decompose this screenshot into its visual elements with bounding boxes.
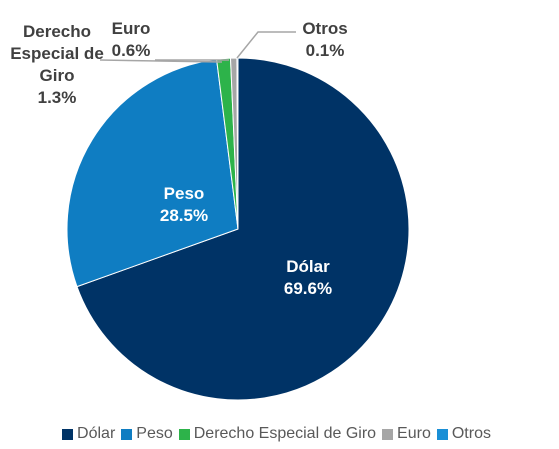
label-name: Euro bbox=[111, 19, 151, 38]
label-name: Peso bbox=[163, 184, 205, 203]
data-label: Peso 28.5% bbox=[144, 183, 224, 227]
legend-item: Otros bbox=[436, 425, 491, 443]
label-value: 1.3% bbox=[37, 88, 77, 107]
leader-line bbox=[236, 31, 296, 59]
legend-item: Peso bbox=[121, 425, 173, 443]
pie-slice bbox=[76, 57, 410, 401]
legend-swatch bbox=[121, 428, 133, 440]
legend-label: Euro bbox=[397, 425, 431, 442]
data-label: Derecho Especial de Giro 1.3% bbox=[7, 21, 107, 109]
leader-line bbox=[99, 59, 223, 63]
legend-swatch bbox=[178, 428, 190, 440]
label-name: Derecho Especial de Giro bbox=[10, 22, 104, 85]
legend-label: Dólar bbox=[77, 425, 116, 442]
label-value: 28.5% bbox=[159, 206, 209, 225]
legend-swatch bbox=[436, 428, 448, 440]
legend-label: Peso bbox=[136, 425, 173, 442]
data-label: Euro 0.6% bbox=[101, 18, 161, 62]
data-label: Dólar 69.6% bbox=[268, 256, 348, 300]
legend-swatch bbox=[382, 428, 394, 440]
pie-slice bbox=[66, 58, 239, 288]
legend-item: Derecho Especial de Giro bbox=[178, 425, 377, 443]
legend-item: Dólar bbox=[62, 425, 115, 443]
label-value: 0.6% bbox=[111, 41, 151, 60]
legend-label: Derecho Especial de Giro bbox=[193, 425, 377, 442]
legend-swatch bbox=[62, 428, 74, 440]
label-name: Dólar bbox=[286, 257, 330, 276]
legend: Dólar Peso Derecho Especial de Giro Euro Otr… bbox=[0, 425, 559, 443]
label-name: Otros bbox=[302, 19, 348, 38]
legend-label: Otros bbox=[451, 425, 491, 442]
legend-item: Euro bbox=[382, 425, 431, 443]
data-label: Otros 0.1% bbox=[295, 18, 355, 62]
label-value: 0.1% bbox=[305, 41, 345, 60]
label-value: 69.6% bbox=[283, 279, 333, 298]
